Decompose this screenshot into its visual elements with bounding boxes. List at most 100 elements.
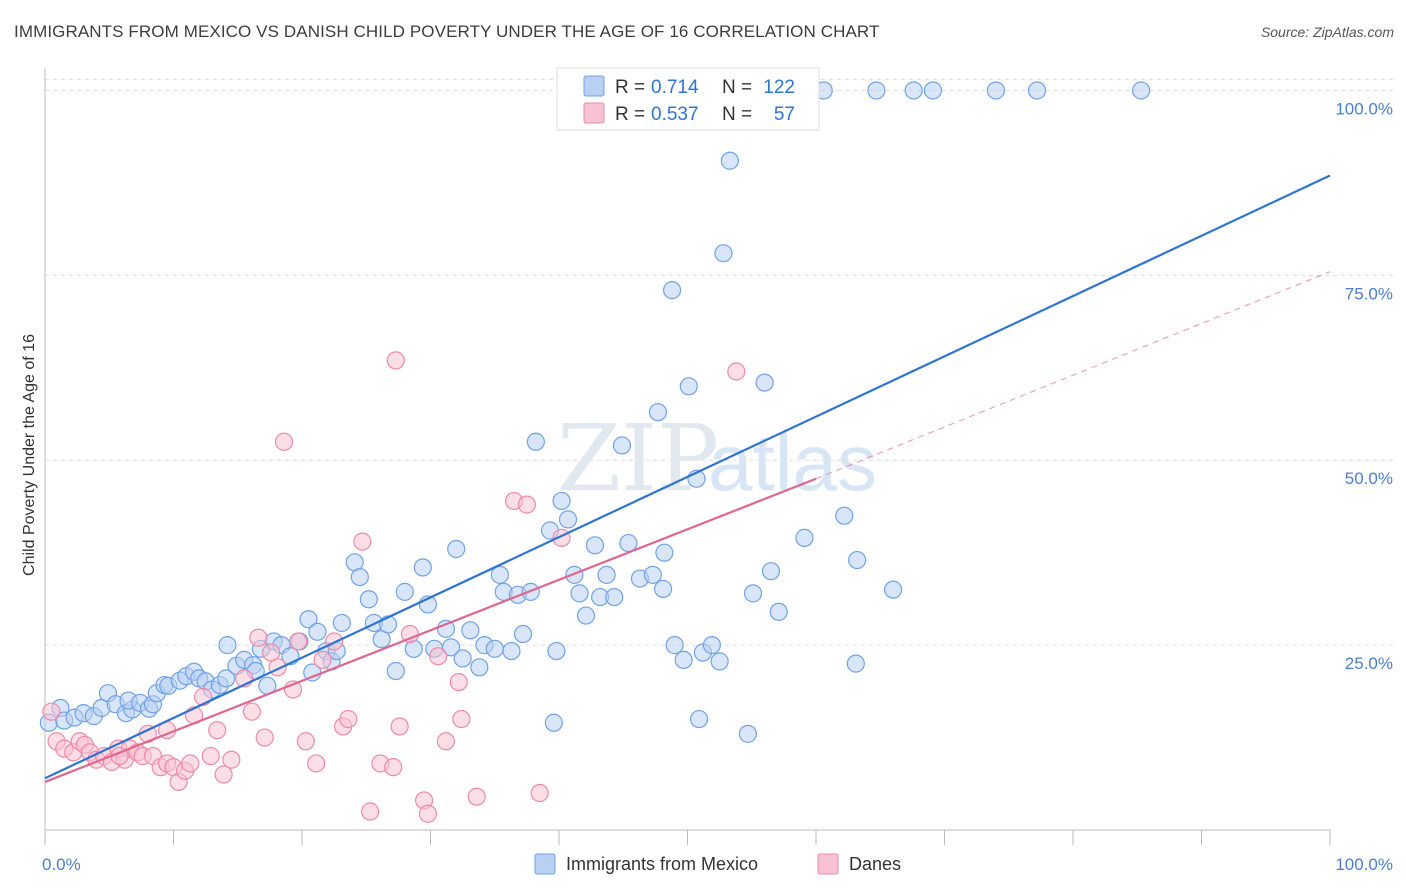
point-mexico-68 [513,624,533,644]
point-mexico-39 [308,622,327,641]
point-danes-24 [193,687,213,706]
point-mexico-87 [655,543,674,562]
y-tick-label-0: 25.0% [1345,654,1393,673]
point-mexico-98 [743,584,763,603]
point-mexico-97 [738,724,757,743]
point-danes-56 [467,787,486,806]
point-danes-30 [242,702,261,721]
x-tick-label-max: 100.0% [1335,855,1393,874]
point-mexico-108 [867,81,886,100]
point-mexico-93 [702,636,722,655]
point-mexico-118 [544,713,563,732]
point-mexico-115 [665,636,684,655]
point-mexico-61 [470,658,489,677]
point-mexico-74 [558,510,578,529]
point-mexico-112 [986,81,1006,100]
legend-r-value-1: 0.537 [651,104,699,125]
point-mexico-103 [795,528,814,547]
watermark: ZIP atlas [557,405,877,512]
point-mexico-60 [461,621,480,640]
bottom-legend-swatch-mexico [534,853,556,875]
point-mexico-110 [904,81,923,100]
point-danes-22 [181,754,200,773]
point-mexico-101 [769,602,788,621]
bottom-legend-label-danes: Danes [849,854,901,874]
watermark-zip: ZIP [557,405,719,512]
x-tick-label-min: 0.0% [42,855,81,874]
point-mexico-66 [502,641,521,661]
point-danes-45 [361,802,380,821]
point-danes-51 [418,804,438,823]
point-danes-55 [452,709,471,729]
point-danes-47 [384,758,403,777]
point-mexico-25 [217,669,236,688]
point-mexico-76 [570,584,589,603]
point-mexico-77 [576,606,596,625]
point-mexico-107 [848,550,867,570]
point-danes-43 [339,709,358,729]
point-mexico-63 [485,639,504,658]
point-mexico-64 [490,565,509,584]
legend-n-label-0: N = [722,77,752,98]
axes [44,68,1331,845]
point-danes-52 [429,647,448,666]
legend-swatch-danes [583,102,605,124]
point-mexico-80 [597,565,616,584]
legend-n-value-0: 122 [763,77,795,98]
point-danes-28 [222,750,241,769]
point-mexico-57 [441,638,461,657]
point-danes-61 [727,362,746,381]
point-danes-31 [249,628,268,647]
point-mexico-81 [605,587,624,607]
y-tick-labels: 25.0% 50.0% 75.0% 100.0% [1335,99,1393,673]
point-mexico-85 [643,565,662,584]
point-danes-37 [289,632,308,651]
point-mexico-116 [689,709,709,729]
point-danes-26 [208,721,227,740]
point-danes-53 [436,732,456,751]
legend-r-label-1: R = [615,104,645,125]
point-mexico-117 [710,652,729,671]
point-mexico-43 [332,613,351,633]
point-danes-62 [386,351,405,370]
point-mexico-94 [714,244,733,263]
point-mexico-53 [413,558,432,577]
point-mexico-59 [453,649,472,668]
series-legend: Immigrants from Mexico Danes [534,853,901,875]
legend-swatch-mexico [583,75,605,97]
trend-line-danes-extension [815,271,1331,480]
point-mexico-86 [648,403,668,422]
chart-source: Source: ZipAtlas.com [1260,24,1394,40]
bottom-legend-swatch-danes [817,853,839,875]
point-mexico-51 [395,582,414,601]
point-danes-39 [307,754,326,773]
point-danes-32 [255,728,274,747]
point-mexico-72 [547,641,566,661]
point-mexico-89 [674,650,693,670]
point-mexico-119 [653,579,673,599]
y-tick-label-2: 75.0% [1345,284,1393,303]
point-danes-54 [449,672,468,692]
point-danes-48 [390,717,409,736]
legend-r-label-0: R = [615,77,645,98]
point-mexico-78 [585,536,605,555]
point-mexico-113 [1027,81,1047,100]
point-danes-58 [517,495,536,514]
point-danes-0 [42,702,61,721]
point-mexico-45 [350,567,369,587]
bottom-legend-label-mexico: Immigrants from Mexico [566,854,758,874]
point-mexico-95 [720,151,740,170]
point-danes-44 [353,532,372,551]
point-danes-35 [274,432,294,451]
point-danes-38 [296,732,315,751]
trend-line-mexico [44,174,1331,780]
trend-line-danes [44,477,817,783]
y-tick-label-3: 100.0% [1335,99,1393,118]
point-mexico-111 [923,81,943,100]
grid [45,78,1393,646]
point-danes-40 [313,650,332,670]
trend-lines [44,174,1331,783]
point-mexico-46 [359,590,378,609]
point-mexico-99 [755,373,774,392]
point-mexico-100 [761,562,781,581]
